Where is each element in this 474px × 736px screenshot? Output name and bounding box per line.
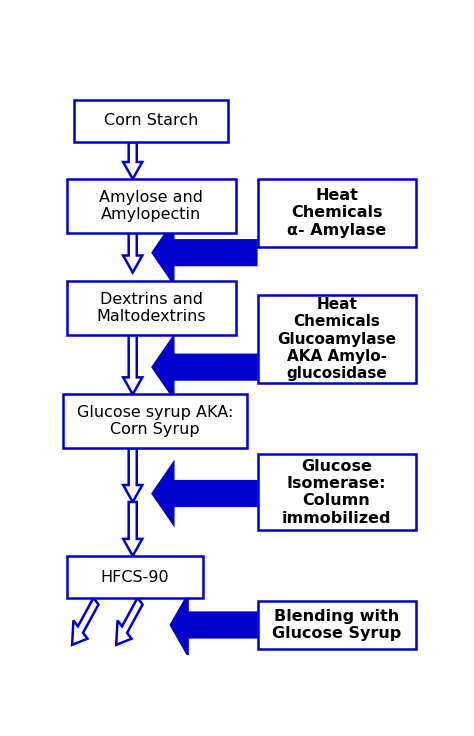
Polygon shape — [123, 502, 142, 556]
Polygon shape — [72, 598, 99, 645]
FancyBboxPatch shape — [66, 556, 202, 598]
Text: Glucose
Isomerase:
Column
immobilized: Glucose Isomerase: Column immobilized — [282, 459, 392, 526]
Polygon shape — [123, 142, 142, 179]
Polygon shape — [169, 591, 258, 659]
Text: Heat
Chemicals
α- Amylase: Heat Chemicals α- Amylase — [287, 188, 386, 238]
Polygon shape — [151, 333, 258, 401]
FancyBboxPatch shape — [66, 281, 236, 335]
Text: Glucose syrup AKA:
Corn Syrup: Glucose syrup AKA: Corn Syrup — [77, 405, 233, 437]
Polygon shape — [151, 219, 258, 287]
Text: Dextrins and
Maltodextrins: Dextrins and Maltodextrins — [96, 291, 206, 324]
Polygon shape — [123, 448, 142, 502]
FancyBboxPatch shape — [258, 601, 416, 649]
Polygon shape — [151, 459, 258, 528]
FancyBboxPatch shape — [63, 394, 246, 448]
Text: Amylose and
Amylopectin: Amylose and Amylopectin — [99, 190, 203, 222]
Polygon shape — [123, 335, 142, 394]
FancyBboxPatch shape — [66, 179, 236, 233]
Polygon shape — [123, 233, 142, 272]
Polygon shape — [116, 598, 143, 645]
FancyBboxPatch shape — [258, 295, 416, 383]
Text: HFCS-90: HFCS-90 — [100, 570, 169, 584]
FancyBboxPatch shape — [74, 99, 228, 142]
FancyBboxPatch shape — [258, 454, 416, 531]
Text: Blending with
Glucose Syrup: Blending with Glucose Syrup — [272, 609, 401, 642]
FancyBboxPatch shape — [258, 179, 416, 247]
Text: Heat
Chemicals
Glucoamylase
AKA Amylo-
glucosidase: Heat Chemicals Glucoamylase AKA Amylo- g… — [277, 297, 396, 381]
Text: Corn Starch: Corn Starch — [104, 113, 198, 128]
